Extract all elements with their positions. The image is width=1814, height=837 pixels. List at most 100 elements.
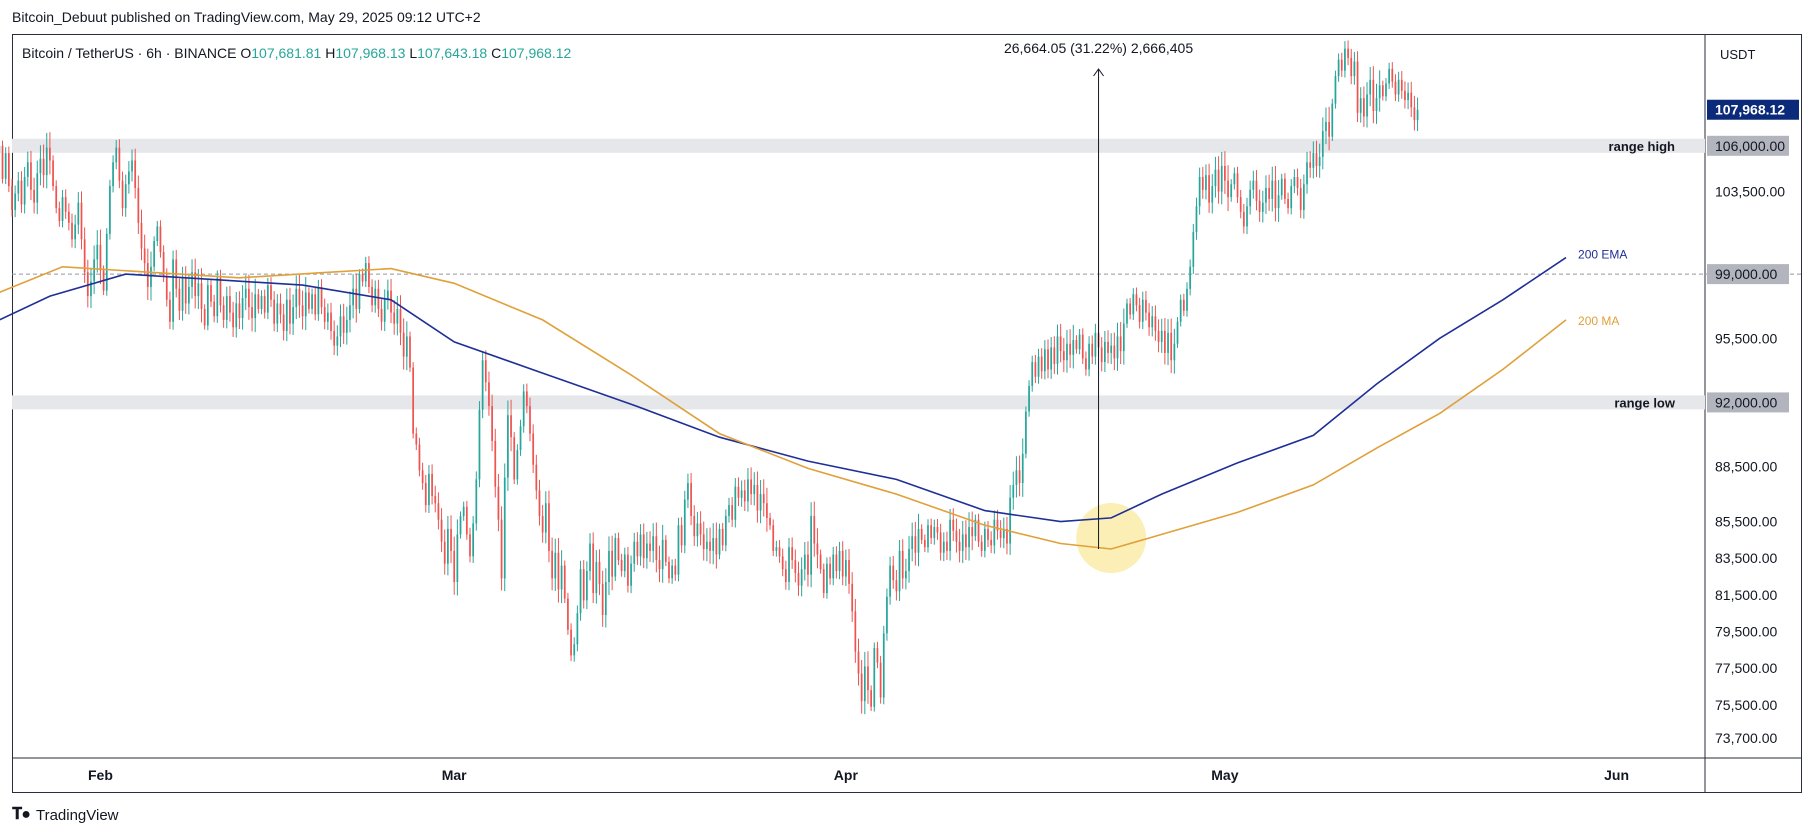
candle-body: [1293, 176, 1296, 187]
legend-part: C: [491, 45, 501, 61]
candle-body: [541, 516, 544, 533]
y-tick-label: 85,500.00: [1715, 514, 1777, 530]
candle-body: [99, 244, 102, 271]
candle-body: [968, 527, 970, 548]
candle-body: [677, 525, 680, 575]
candle-body: [276, 303, 279, 324]
candle-body: [876, 648, 879, 663]
candle-body: [4, 153, 7, 179]
candle-body: [911, 536, 914, 550]
candle-body: [1274, 180, 1277, 209]
candle-body: [1157, 330, 1160, 342]
candle-body: [1302, 184, 1305, 210]
candle-body: [724, 516, 727, 546]
candle-body: [478, 409, 481, 480]
candle-body: [955, 530, 958, 542]
candle-body: [668, 561, 670, 579]
candle-body: [873, 648, 876, 707]
candle-body: [488, 382, 490, 407]
candle-body: [706, 541, 708, 550]
candle-body: [383, 299, 386, 322]
candle-body: [456, 534, 459, 583]
candle-body: [548, 503, 550, 551]
candle-body: [775, 547, 778, 551]
candle-body: [699, 523, 702, 535]
candle-body: [1088, 343, 1090, 370]
candle-body: [971, 527, 974, 537]
candle-body: [671, 565, 674, 579]
candle-body: [494, 440, 497, 487]
candle-body: [1205, 175, 1207, 190]
price-tag-bg: [1707, 264, 1789, 285]
x-tick-label: Apr: [834, 767, 859, 783]
candle-body: [465, 506, 468, 535]
y-tick-label: 83,500.00: [1715, 550, 1777, 566]
candle-body: [165, 275, 168, 300]
candle-body: [216, 277, 219, 317]
candle-body: [983, 528, 986, 551]
candle-body: [210, 285, 212, 302]
legend-part: 107,968.12: [501, 45, 571, 61]
candle-body: [1015, 470, 1018, 485]
candle-body: [52, 160, 54, 187]
candle-body: [914, 536, 917, 553]
candle-body: [162, 252, 165, 276]
candle-body: [49, 147, 51, 161]
candle-body: [560, 565, 563, 590]
candle-body: [1167, 332, 1169, 353]
candle-body: [424, 483, 427, 506]
candle-body: [418, 444, 421, 471]
candle-body: [579, 569, 582, 614]
candle-body: [1214, 169, 1217, 187]
candle-body: [683, 499, 686, 546]
candle-body: [753, 484, 756, 495]
candle-body: [841, 550, 844, 577]
candle-body: [756, 484, 759, 511]
y-tick-label: 88,500.00: [1715, 459, 1777, 475]
candle-body: [279, 303, 282, 315]
tradingview-brand[interactable]: 𝐓● TradingView: [12, 806, 119, 824]
candle-body: [658, 560, 661, 570]
candle-body: [1340, 59, 1343, 71]
candle-body: [1224, 165, 1226, 181]
candle-body: [7, 153, 10, 187]
candle-body: [1100, 347, 1103, 363]
candle-body: [1325, 121, 1327, 132]
x-tick-label: May: [1211, 767, 1238, 783]
candle-body: [235, 303, 238, 328]
candle-body: [1069, 343, 1071, 355]
candle-body: [311, 294, 313, 309]
candle-body: [112, 162, 114, 187]
candle-body: [143, 248, 146, 264]
candle-body: [917, 528, 920, 553]
candle-body: [791, 547, 794, 561]
candle-body: [257, 294, 260, 309]
candle-body: [879, 662, 882, 698]
candle-body: [42, 158, 45, 176]
candle-body: [1242, 211, 1245, 227]
candle-body: [1192, 231, 1195, 267]
candle-body: [946, 541, 948, 551]
measure-label: 26,664.05 (31.22%) 2,666,405: [1004, 40, 1193, 56]
candle-body: [39, 158, 42, 174]
candle-body: [598, 561, 601, 584]
candle-body: [844, 560, 847, 577]
x-tick-label: Mar: [442, 767, 467, 783]
candle-body: [260, 296, 263, 309]
candle-body: [592, 543, 595, 594]
candle-body: [1053, 347, 1056, 364]
candle-body: [664, 539, 667, 562]
candle-body: [377, 288, 380, 309]
candle-body: [734, 486, 737, 520]
candle-body: [642, 534, 645, 559]
candle-body: [241, 297, 244, 319]
candle-body: [1375, 98, 1378, 111]
candle-body: [1208, 175, 1210, 203]
candle-body: [1388, 68, 1391, 84]
candle-body: [1372, 79, 1375, 111]
candle-body: [826, 563, 828, 594]
candle-body: [440, 519, 443, 542]
candle-body: [1265, 187, 1267, 203]
candle-body: [1284, 178, 1286, 199]
